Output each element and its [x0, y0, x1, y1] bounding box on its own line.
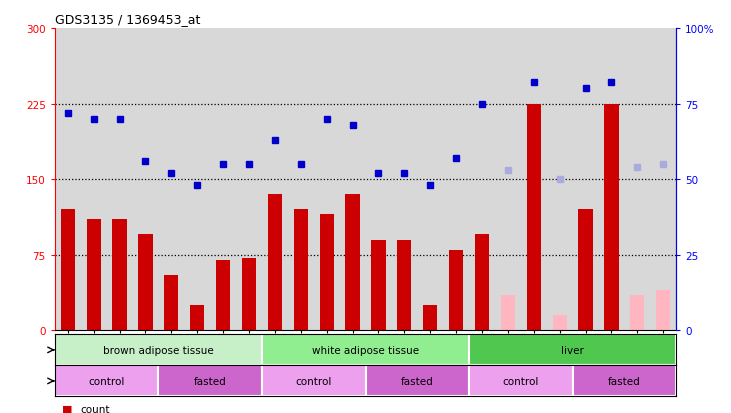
Bar: [86, 220, 101, 330]
Bar: [216, 260, 230, 330]
Bar: [475, 235, 489, 330]
Bar: [449, 250, 463, 330]
Bar: [190, 305, 205, 330]
Bar: [55, 335, 262, 366]
Bar: [55, 366, 159, 396]
Bar: [61, 210, 75, 330]
Text: control: control: [88, 376, 125, 386]
Bar: [553, 316, 567, 330]
Bar: [469, 335, 676, 366]
Text: brown adipose tissue: brown adipose tissue: [103, 345, 213, 355]
Bar: [630, 295, 645, 330]
Bar: [294, 210, 308, 330]
Bar: [138, 235, 153, 330]
Text: control: control: [295, 376, 332, 386]
Text: control: control: [503, 376, 539, 386]
Bar: [501, 295, 515, 330]
Text: liver: liver: [561, 345, 584, 355]
Bar: [319, 215, 334, 330]
Bar: [526, 104, 541, 330]
Bar: [656, 290, 670, 330]
Bar: [423, 305, 437, 330]
Text: count: count: [80, 404, 110, 413]
Bar: [346, 195, 360, 330]
Text: white adipose tissue: white adipose tissue: [312, 345, 419, 355]
Bar: [371, 240, 385, 330]
Text: fasted: fasted: [608, 376, 641, 386]
Bar: [159, 366, 262, 396]
Text: fasted: fasted: [401, 376, 433, 386]
Bar: [605, 104, 618, 330]
Text: ■: ■: [62, 404, 72, 413]
Bar: [366, 366, 469, 396]
Bar: [268, 195, 282, 330]
Text: fasted: fasted: [194, 376, 227, 386]
Bar: [262, 335, 469, 366]
Text: GDS3135 / 1369453_at: GDS3135 / 1369453_at: [55, 13, 200, 26]
Bar: [262, 366, 366, 396]
Bar: [242, 258, 256, 330]
Bar: [572, 366, 676, 396]
Bar: [164, 275, 178, 330]
Bar: [578, 210, 593, 330]
Bar: [397, 240, 412, 330]
Bar: [113, 220, 126, 330]
Bar: [469, 366, 572, 396]
